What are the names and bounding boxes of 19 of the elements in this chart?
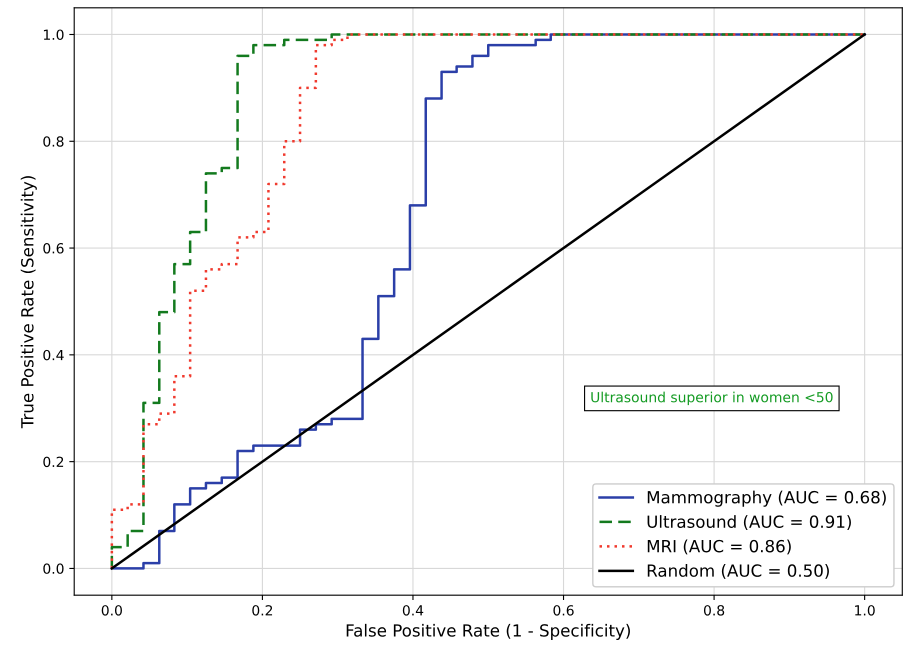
legend-label: MRI (AUC = 0.86): [648, 540, 791, 554]
y-tick-label: 0.2: [43, 456, 64, 468]
legend-label: Mammography (AUC = 0.68): [648, 490, 886, 507]
y-axis-title: True Positive Rate (Sensitivity): [20, 176, 37, 428]
x-tick-label: 0.4: [402, 605, 424, 616]
annotation: Ultrasound superior in women <50: [591, 392, 833, 406]
y-tick-label: 0.4: [43, 350, 64, 360]
x-tick-label: 0.6: [553, 605, 574, 616]
y-tick-label: 1.0: [44, 29, 64, 40]
legend-label: Ultrasound (AUC = 0.91): [648, 515, 851, 530]
x-tick-label: 1.0: [855, 605, 875, 616]
y-tick-label: 0.8: [43, 136, 64, 147]
x-tick-label: 0.8: [704, 605, 724, 616]
legend-label: Random (AUC = 0.50): [648, 564, 829, 579]
y-tick-label: 0.0: [43, 563, 64, 574]
y-tick-label: 0.6: [43, 243, 64, 254]
x-tick-label: 0.2: [252, 605, 272, 616]
x-axis-title: False Positive Rate (1 - Specificity): [346, 624, 630, 640]
x-tick-label: 0.0: [102, 605, 122, 616]
